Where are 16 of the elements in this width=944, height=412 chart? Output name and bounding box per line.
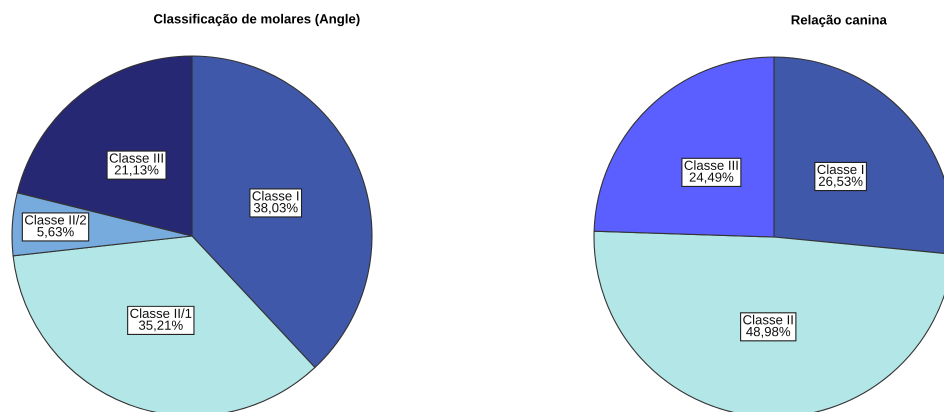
slice-label: Classe I <box>817 164 864 174</box>
chart-title: Relação canina <box>792 14 887 28</box>
data-label: 21,13% <box>114 165 158 176</box>
slice-label: Classe II/1 <box>130 308 192 318</box>
data-label: 35,21% <box>138 320 183 332</box>
data-label: 24,49% <box>690 172 734 184</box>
chart-title: Classificação de molares (Angle) <box>154 14 360 26</box>
data-label: 5,63% <box>37 227 74 238</box>
slice-label: Classe III <box>110 153 163 163</box>
data-label: 38,03% <box>254 203 298 214</box>
data-label: 26,53% <box>818 176 863 188</box>
slice-label: Classe I <box>252 190 298 201</box>
slice-label: Classe II/2 <box>25 214 86 225</box>
data-label: 48,98% <box>746 326 790 338</box>
slice-label: Classe III <box>684 160 738 170</box>
slice-label: Classe II <box>743 314 793 324</box>
